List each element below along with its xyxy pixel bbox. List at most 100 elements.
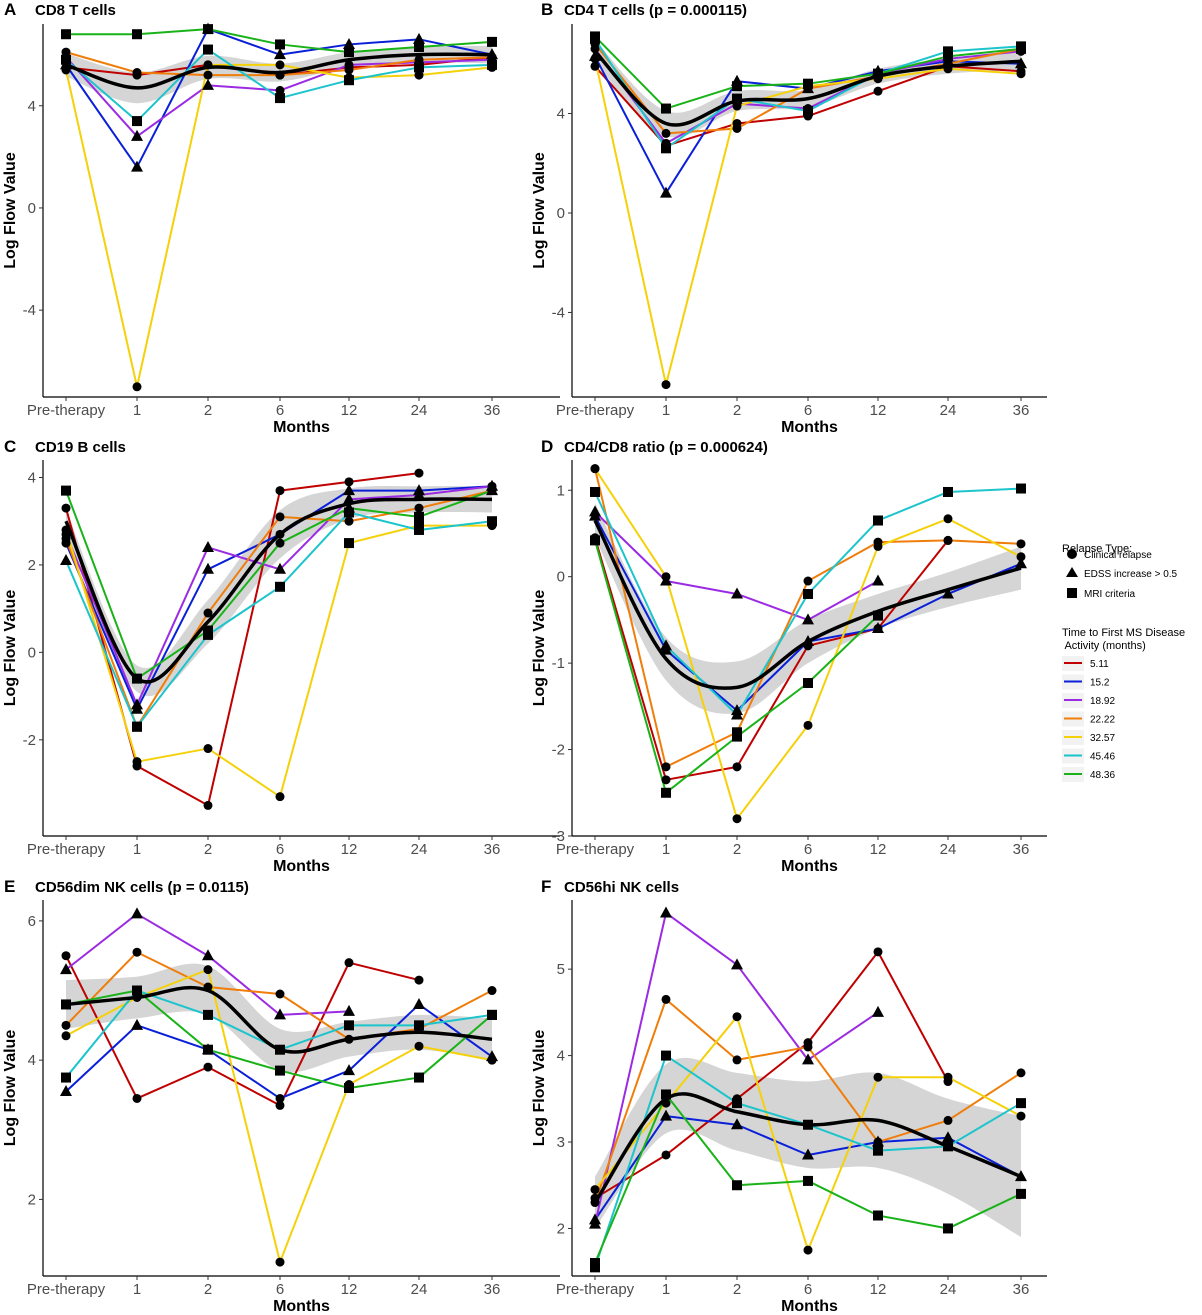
series-48-36-square-marker bbox=[943, 1223, 953, 1234]
series-48-36-square-marker bbox=[732, 731, 742, 742]
series-18-92-triangle-marker bbox=[202, 540, 214, 552]
series-22-22-circle-marker bbox=[275, 70, 285, 80]
legend-item-15-2: 15.2 bbox=[1062, 674, 1110, 690]
x-axis-title: Months bbox=[781, 419, 838, 436]
x-axis-title: Months bbox=[273, 419, 330, 436]
series-48-36-square-marker bbox=[203, 1044, 213, 1055]
series-32-57-circle-marker bbox=[661, 380, 671, 390]
series-32-57-circle-marker bbox=[590, 464, 600, 474]
series-32-57-circle-marker bbox=[1016, 1111, 1026, 1121]
series-32-57-circle-marker bbox=[203, 744, 213, 754]
series-48-36-square-marker bbox=[61, 29, 71, 40]
series-15-2-triangle-marker bbox=[413, 997, 425, 1009]
series-22-22-circle-marker bbox=[275, 512, 285, 522]
x-tick-label: Pre-therapy bbox=[556, 402, 635, 419]
series-45-46-square-marker bbox=[61, 54, 71, 65]
series-15-2-triangle-marker bbox=[413, 32, 425, 44]
series-22-22-circle-marker bbox=[661, 762, 671, 772]
x-tick-label: 6 bbox=[804, 1281, 812, 1298]
series-22-22-circle-marker bbox=[61, 47, 71, 57]
series-18-92-triangle-marker bbox=[660, 906, 672, 918]
x-tick-label: 12 bbox=[870, 1281, 887, 1298]
series-48-36-square-marker bbox=[132, 673, 142, 684]
series-15-2-triangle-marker bbox=[731, 1118, 743, 1130]
legend-item-45-46: 45.46 bbox=[1062, 748, 1115, 764]
series-5-11-circle-marker bbox=[275, 486, 285, 496]
y-tick-label: -2 bbox=[23, 732, 36, 749]
panel-d: D CD4/CD8 ratio (p = 0.000624) -3 -2 -1 0 1 Pre… bbox=[531, 437, 1047, 875]
series-18-92-circle-marker bbox=[275, 85, 285, 95]
confidence-band bbox=[595, 503, 1021, 714]
series-line-5-11 bbox=[594, 537, 949, 781]
series-45-46-triangle-marker bbox=[660, 639, 672, 651]
series-5-11-circle-marker bbox=[661, 775, 671, 785]
series-22-22-circle-marker bbox=[661, 994, 671, 1004]
series-15-2-triangle-marker bbox=[1015, 1170, 1027, 1182]
series-48-36-square-marker bbox=[590, 535, 600, 546]
series-22-22-circle-marker bbox=[275, 989, 285, 999]
series-5-11-circle-marker bbox=[873, 947, 883, 957]
series-5-11-circle-marker bbox=[61, 951, 71, 961]
series-5-11-circle-marker bbox=[732, 762, 742, 772]
x-tick-label: 12 bbox=[341, 1281, 358, 1298]
series-48-36-square-marker bbox=[487, 1009, 497, 1020]
x-tick-label: 6 bbox=[804, 402, 812, 419]
series-5-11-circle-marker bbox=[203, 800, 213, 810]
series-32-57-circle-marker bbox=[275, 1257, 285, 1267]
series-32-57-circle-marker bbox=[61, 1031, 71, 1041]
series-48-36-square-marker bbox=[132, 29, 142, 40]
y-tick-label: 4 bbox=[557, 106, 565, 123]
legend-item-18-92: 18.92 bbox=[1062, 693, 1115, 708]
series-45-46-square-marker bbox=[414, 62, 424, 73]
series-18-92-triangle-marker bbox=[731, 587, 743, 599]
x-tick-label: 6 bbox=[804, 841, 812, 858]
y-tick-label: 4 bbox=[28, 469, 36, 486]
series-48-36-square-marker bbox=[590, 1258, 600, 1269]
series-32-57-circle-marker bbox=[132, 382, 142, 392]
series-45-46-square-marker bbox=[275, 93, 285, 104]
series-22-22-circle-marker bbox=[873, 1137, 883, 1147]
series-15-2-triangle-marker bbox=[131, 160, 143, 172]
series-5-11-circle-marker bbox=[203, 1062, 213, 1072]
x-tick-label: 2 bbox=[204, 1281, 212, 1298]
x-tick-label: 1 bbox=[662, 1281, 670, 1298]
series-45-46-square-marker bbox=[803, 588, 813, 599]
series-5-11-circle-marker bbox=[414, 975, 424, 985]
series-18-92-triangle-marker bbox=[274, 562, 286, 574]
series-45-46-square-marker bbox=[414, 1020, 424, 1031]
y-tick-label: 3 bbox=[557, 1134, 565, 1151]
series-45-46-square-marker bbox=[873, 515, 883, 526]
series-48-36-square-marker bbox=[1016, 1188, 1026, 1199]
series-15-2-triangle-marker bbox=[660, 186, 672, 198]
series-15-2-triangle-marker bbox=[202, 562, 214, 574]
x-tick-label: 36 bbox=[1013, 841, 1030, 858]
series-18-92-triangle-marker bbox=[131, 907, 143, 919]
series-32-57-circle-marker bbox=[873, 1072, 883, 1082]
series-22-22-circle-marker bbox=[132, 68, 142, 78]
series-18-92-triangle-marker bbox=[413, 488, 425, 500]
series-48-36-triangle-marker bbox=[343, 501, 355, 513]
series-32-57-circle-marker bbox=[414, 70, 424, 80]
legend-label: 5.11 bbox=[1090, 659, 1109, 670]
x-tick-label: 2 bbox=[733, 841, 741, 858]
series-45-46-square-marker bbox=[943, 1141, 953, 1152]
legend-time-title: Time to First MS Disease bbox=[1062, 627, 1185, 639]
y-tick-label: 2 bbox=[28, 557, 36, 574]
legend-item-clinical-relapse: Clinical relapse bbox=[1067, 549, 1152, 561]
y-tick-label: 4 bbox=[28, 98, 36, 115]
legend-item-5-11: 5.11 bbox=[1062, 656, 1109, 671]
series-18-92-triangle-marker bbox=[60, 963, 72, 975]
series-22-22-circle-marker bbox=[943, 535, 953, 545]
series-5-11-circle-marker bbox=[344, 958, 354, 968]
y-tick-label: -4 bbox=[23, 302, 36, 319]
series-22-22-circle-marker bbox=[487, 52, 497, 62]
legend-time-subtitle: Activity (months) bbox=[1062, 640, 1146, 652]
series-32-57-circle-marker bbox=[61, 65, 71, 75]
series-32-57-circle-marker bbox=[487, 1055, 497, 1065]
legend-label: Clinical relapse bbox=[1084, 550, 1152, 561]
panel-title: CD56dim NK cells (p = 0.0115) bbox=[35, 879, 249, 896]
series-48-36-square-marker bbox=[203, 24, 213, 35]
series-32-57-circle-marker bbox=[61, 525, 71, 535]
